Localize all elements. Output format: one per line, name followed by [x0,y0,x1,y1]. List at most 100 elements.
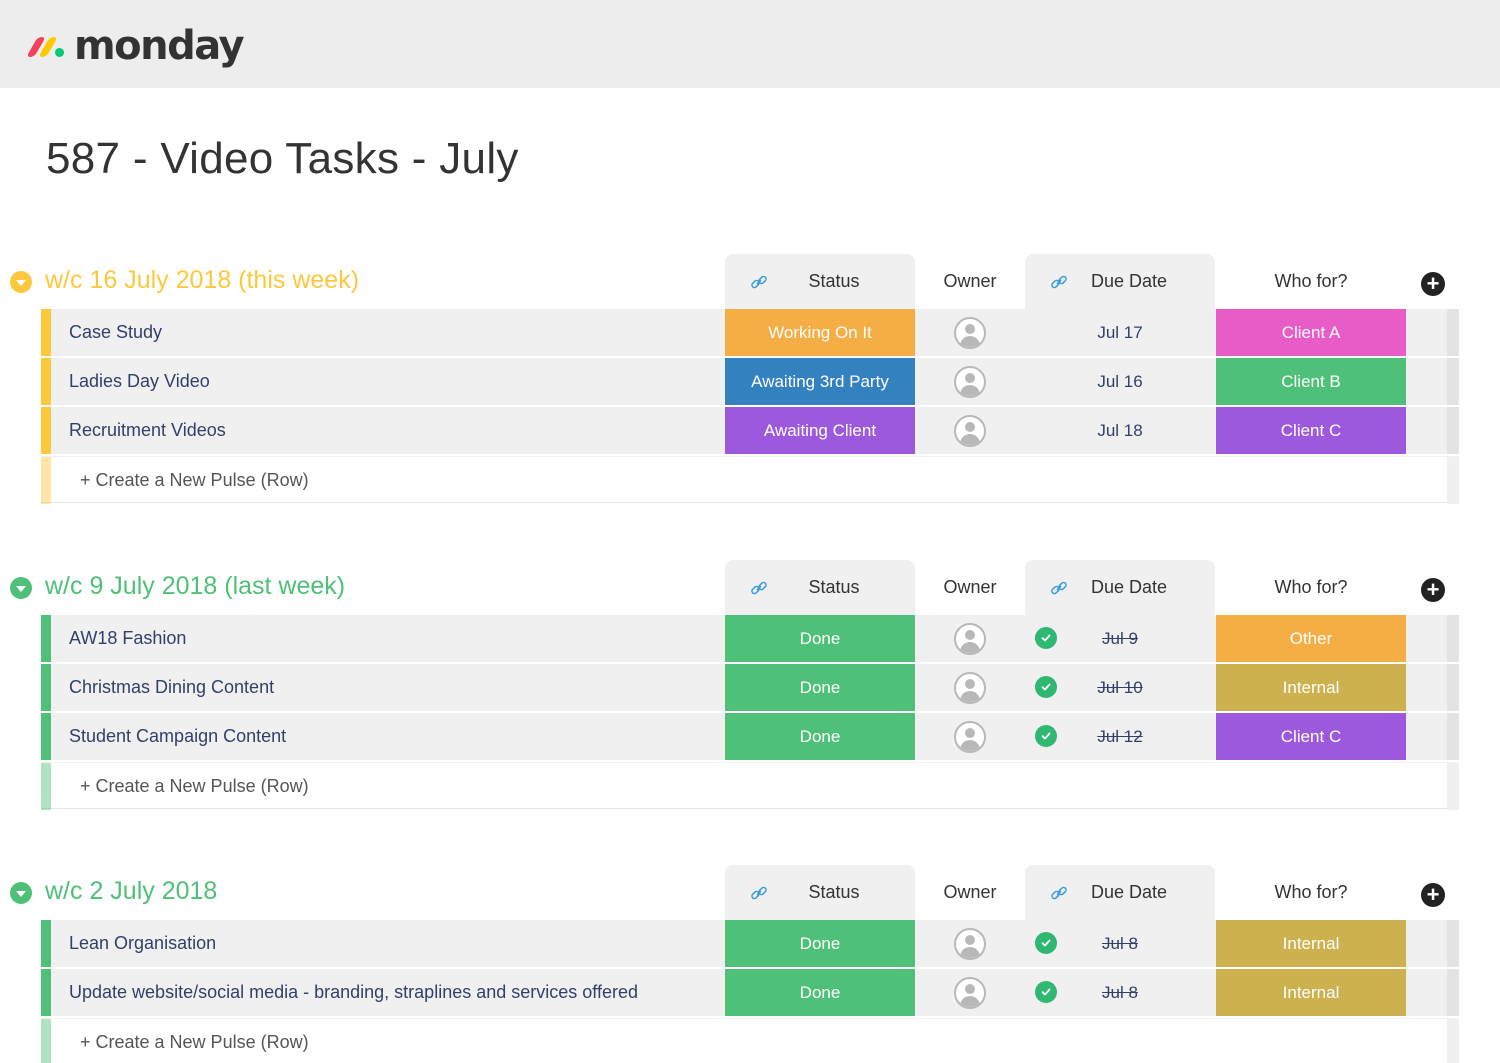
table-row[interactable]: AW18 Fashion Done Jul 9 Other [41,615,1459,662]
due-date-cell[interactable]: Jul 8 [1025,969,1215,1016]
who-for-cell[interactable]: Client B [1216,358,1406,405]
who-for-cell[interactable]: Client C [1216,713,1406,760]
pulse-name[interactable]: Lean Organisation [69,933,217,953]
due-date-cell[interactable]: Jul 10 [1025,664,1215,711]
link-icon [749,578,769,598]
group-color-bar [41,407,51,454]
due-date-text: Jul 17 [1097,322,1143,342]
check-icon [1035,725,1057,747]
status-cell[interactable]: Awaiting 3rd Party [725,358,915,405]
column-header-status[interactable]: Status [725,254,915,309]
column-header-due-date[interactable]: Due Date [1025,560,1215,615]
group-title[interactable]: w/c 9 July 2018 (last week) [45,572,346,600]
add-column-button[interactable]: + [1421,578,1445,602]
link-icon [749,272,769,292]
due-date-cell[interactable]: Jul 18 [1025,407,1215,454]
owner-cell[interactable] [915,969,1025,1016]
monday-logo[interactable]: monday [26,22,245,70]
who-for-cell[interactable]: Internal [1216,920,1406,967]
column-header-who-for[interactable]: Who for? [1216,254,1406,309]
status-cell[interactable]: Done [725,920,915,967]
table-row[interactable]: Lean Organisation Done Jul 8 Internal [41,920,1459,967]
who-for-cell[interactable]: Internal [1216,664,1406,711]
column-header-owner[interactable]: Owner [915,865,1025,920]
pulse-name[interactable]: Update website/social media - branding, … [69,982,638,1002]
due-date-text: Jul 16 [1097,371,1143,391]
owner-cell[interactable] [915,309,1025,356]
row-end-cap [1447,713,1459,760]
column-header-owner[interactable]: Owner [915,254,1025,309]
due-date-cell[interactable]: Jul 16 [1025,358,1215,405]
due-date-text: Jul 9 [1102,628,1138,648]
pulse-name[interactable]: Recruitment Videos [69,420,226,440]
status-cell[interactable]: Working On It [725,309,915,356]
create-pulse-row[interactable]: + Create a New Pulse (Row) [41,456,1459,504]
who-for-cell[interactable]: Other [1216,615,1406,662]
pulse-name[interactable]: Case Study [69,322,163,342]
column-label: Who for? [1274,882,1348,902]
link-icon [749,883,769,903]
avatar-placeholder-icon [954,316,986,349]
collapse-group-icon[interactable] [10,271,32,293]
link-icon [1049,578,1069,598]
row-end-cap [1447,457,1459,504]
owner-cell[interactable] [915,407,1025,454]
status-cell[interactable]: Done [725,664,915,711]
table-row[interactable]: Recruitment Videos Awaiting Client Jul 1… [41,407,1459,454]
group-header: w/c 16 July 2018 (this week) Status Owne… [0,254,1500,309]
due-date-cell[interactable]: Jul 8 [1025,920,1215,967]
status-cell[interactable]: Done [725,969,915,1016]
pulse-name[interactable]: Student Campaign Content [69,726,287,746]
group-title[interactable]: w/c 16 July 2018 (this week) [45,266,360,294]
collapse-group-icon[interactable] [10,882,32,904]
due-date-cell[interactable]: Jul 17 [1025,309,1215,356]
column-label: Owner [943,577,997,597]
status-cell[interactable]: Done [725,615,915,662]
table-row[interactable]: Case Study Working On It Jul 17 Client A [41,309,1459,356]
row-end-cap [1447,763,1459,810]
pulse-name[interactable]: Ladies Day Video [69,371,210,391]
column-header-status[interactable]: Status [725,865,915,920]
owner-cell[interactable] [915,664,1025,711]
group-color-bar [41,763,51,810]
who-for-cell[interactable]: Client C [1216,407,1406,454]
group-title[interactable]: w/c 2 July 2018 [45,877,218,905]
group-color-bar [41,664,51,711]
column-header-status[interactable]: Status [725,560,915,615]
column-header-who-for[interactable]: Who for? [1216,560,1406,615]
group-color-bar [41,969,51,1016]
column-header-due-date[interactable]: Due Date [1025,865,1215,920]
add-column-button[interactable]: + [1421,883,1445,907]
row-end-cap [1447,358,1459,405]
row-end-cap [1447,309,1459,356]
column-header-who-for[interactable]: Who for? [1216,865,1406,920]
row-end-cap [1447,969,1459,1016]
pulse-name[interactable]: AW18 Fashion [69,628,187,648]
status-cell[interactable]: Done [725,713,915,760]
status-cell[interactable]: Awaiting Client [725,407,915,454]
check-icon [1035,981,1057,1003]
create-pulse-row[interactable]: + Create a New Pulse (Row) [41,762,1459,810]
add-column-button[interactable]: + [1421,272,1445,296]
table-row[interactable]: Christmas Dining Content Done Jul 10 Int… [41,664,1459,711]
owner-cell[interactable] [915,713,1025,760]
due-date-cell[interactable]: Jul 9 [1025,615,1215,662]
column-label: Status [808,271,860,291]
create-pulse-row[interactable]: + Create a New Pulse (Row) [41,1018,1459,1063]
top-bar: monday [0,0,1500,88]
table-row[interactable]: Update website/social media - branding, … [41,969,1459,1016]
owner-cell[interactable] [915,358,1025,405]
owner-cell[interactable] [915,615,1025,662]
pulse-name[interactable]: Christmas Dining Content [69,677,275,697]
monday-logo-icon [26,33,70,59]
collapse-group-icon[interactable] [10,577,32,599]
who-for-cell[interactable]: Client A [1216,309,1406,356]
column-header-owner[interactable]: Owner [915,560,1025,615]
table-row[interactable]: Ladies Day Video Awaiting 3rd Party Jul … [41,358,1459,405]
column-header-due-date[interactable]: Due Date [1025,254,1215,309]
who-for-cell[interactable]: Internal [1216,969,1406,1016]
due-date-cell[interactable]: Jul 12 [1025,713,1215,760]
row-end-cap [1447,407,1459,454]
owner-cell[interactable] [915,920,1025,967]
table-row[interactable]: Student Campaign Content Done Jul 12 Cli… [41,713,1459,760]
